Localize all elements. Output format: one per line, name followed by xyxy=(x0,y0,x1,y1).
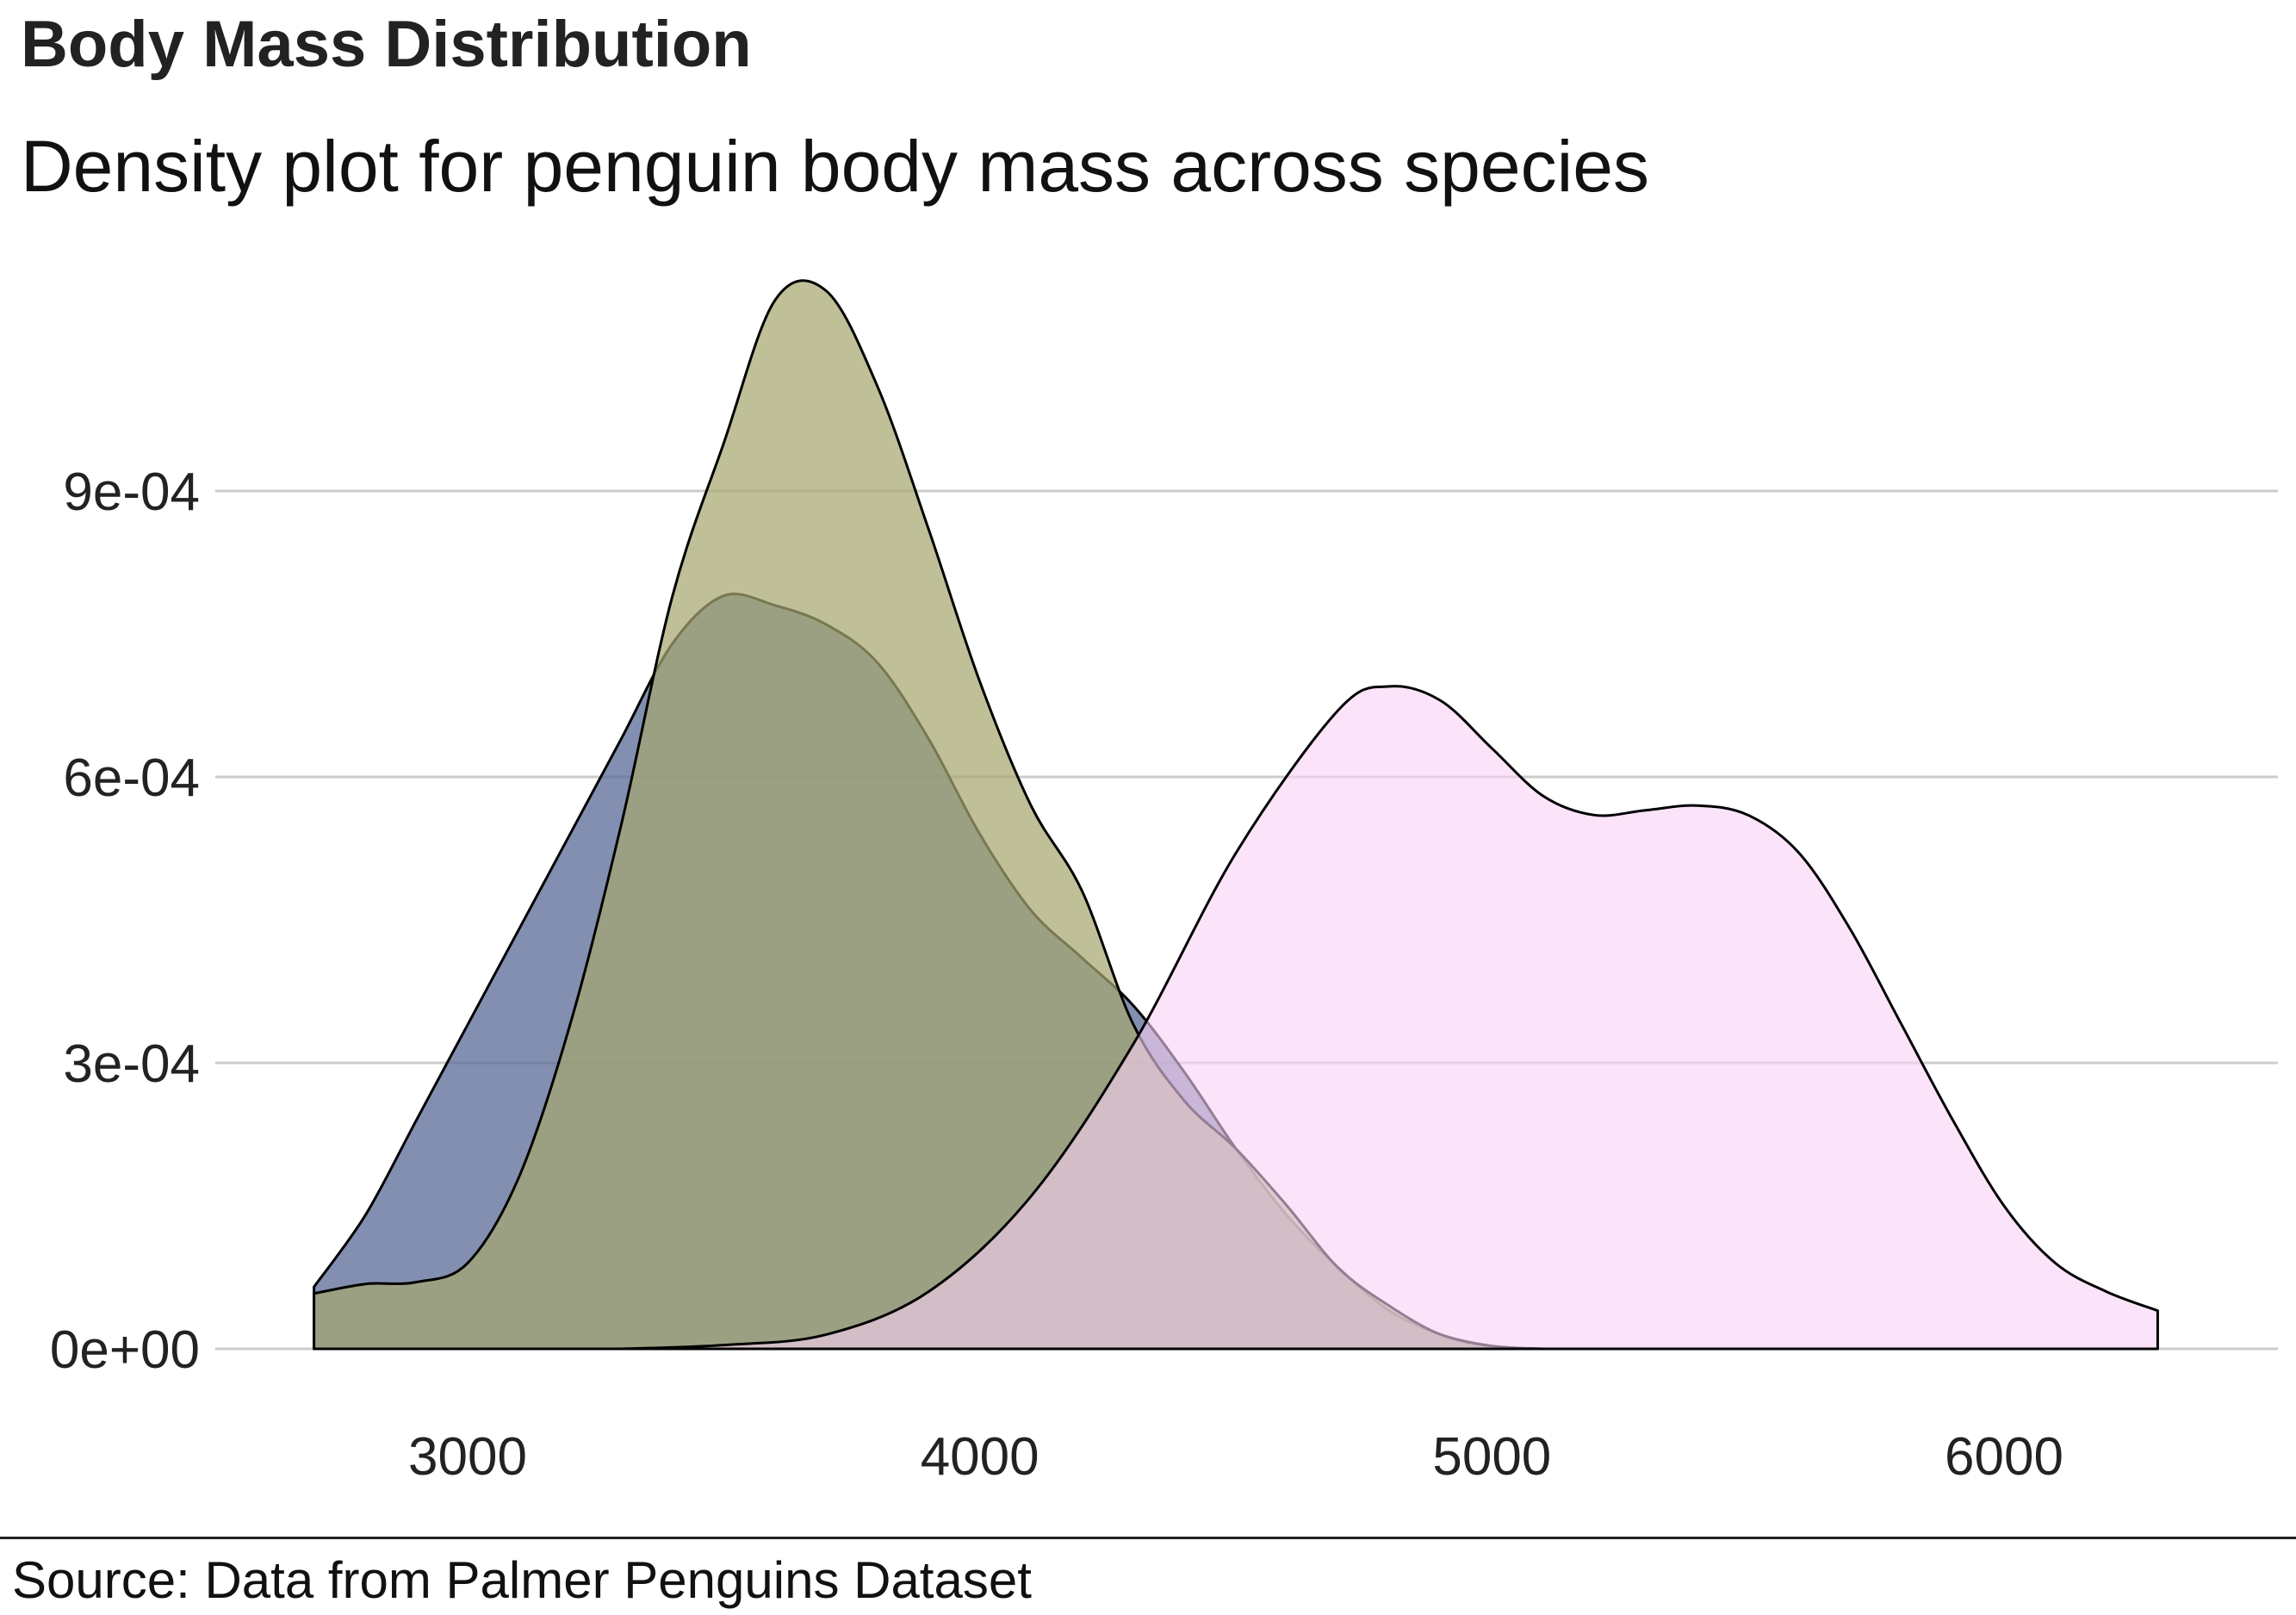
y-tick-label-3: 9e-04 xyxy=(63,463,200,522)
source-divider xyxy=(0,1537,2296,1539)
density-areas xyxy=(313,279,2159,1351)
chart-source: Source: Data from Palmer Penguins Datase… xyxy=(12,1551,1032,1609)
chart-subtitle: Density plot for penguin body mass acros… xyxy=(21,126,1649,207)
x-tick-label-3: 6000 xyxy=(1945,1427,2063,1487)
density-area-3 xyxy=(619,685,2159,1351)
x-axis-ticks: 3000 4000 5000 6000 xyxy=(408,1427,2063,1487)
y-tick-label-2: 6e-04 xyxy=(63,748,200,808)
x-tick-label-0: 3000 xyxy=(408,1427,527,1487)
y-tick-label-1: 3e-04 xyxy=(63,1034,200,1094)
chart-title: Body Mass Distribution xyxy=(21,8,752,81)
y-axis-ticks: 0e+00 3e-04 6e-04 9e-04 xyxy=(50,463,200,1380)
x-tick-label-1: 4000 xyxy=(921,1427,1039,1487)
y-tick-label-0: 0e+00 xyxy=(50,1320,200,1380)
x-tick-label-2: 5000 xyxy=(1432,1427,1551,1487)
